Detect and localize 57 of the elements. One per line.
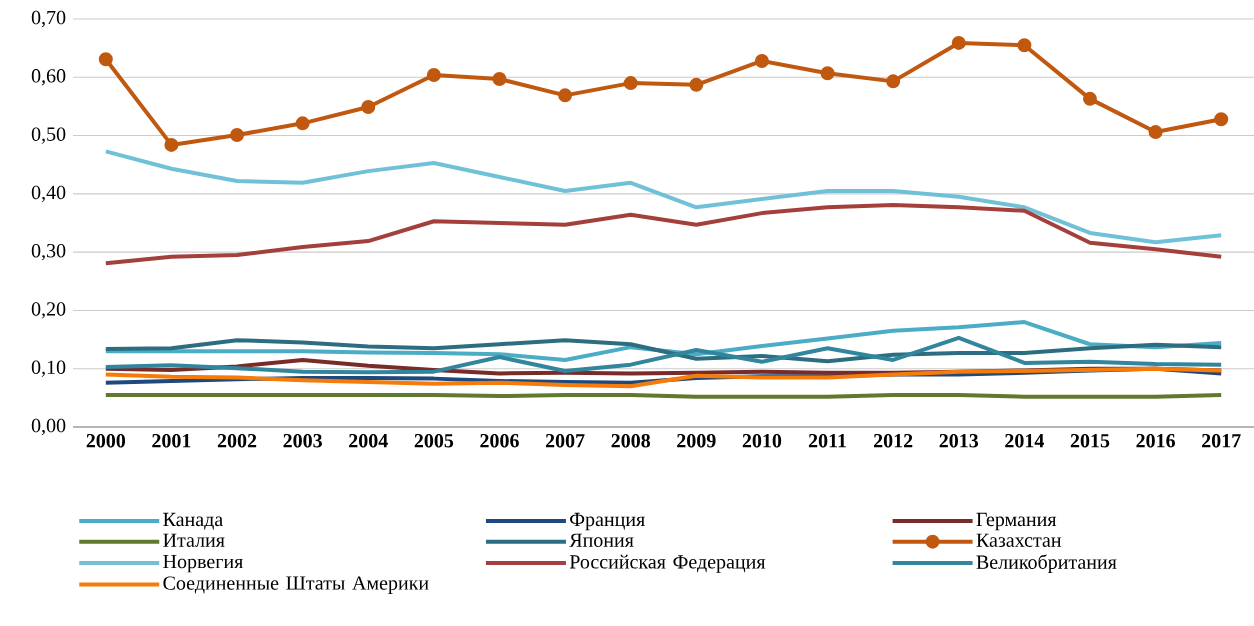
legend-label: Канада: [163, 512, 223, 530]
legend-label: Италия: [163, 533, 225, 547]
legend-label: Великобритания: [976, 554, 1117, 573]
y-tick-label: 0,10: [31, 360, 66, 377]
x-tick-label: 2012: [873, 433, 913, 448]
x-tick-label: 2008: [611, 433, 651, 448]
point: [361, 100, 376, 115]
legend-label: Соединенные Штаты Америки: [163, 576, 429, 594]
y-tick-label: 0,20: [31, 302, 66, 319]
point: [886, 74, 901, 89]
y-tick-label: 0,70: [31, 10, 66, 28]
x-tick-label: 2017: [1202, 433, 1241, 448]
y-tick-label: 0,50: [31, 127, 66, 144]
legend-label: Норвегия: [163, 555, 243, 573]
y-tick-label: 0,00: [31, 418, 66, 436]
point: [1148, 125, 1163, 140]
point: [295, 116, 310, 131]
x-tick-label: 2007: [545, 433, 585, 448]
point: [1214, 112, 1229, 127]
point: [951, 35, 966, 50]
point: [754, 53, 769, 68]
point: [492, 72, 507, 87]
x-tick-label: 2000: [86, 433, 126, 448]
point: [689, 77, 704, 92]
x-tick-label: 2006: [480, 433, 519, 448]
x-tick-label: 2010: [742, 433, 782, 448]
point: [426, 67, 441, 82]
x-tick-label: 2016: [1136, 433, 1175, 448]
point: [1017, 38, 1032, 53]
line-series: [103, 335, 1224, 375]
point: [623, 76, 638, 91]
x-tick-label: 2004: [349, 433, 388, 448]
x-tick-label: 2002: [217, 433, 257, 448]
point: [164, 137, 179, 152]
x-tick-label: 2015: [1070, 433, 1110, 448]
legend-label: Франция: [570, 512, 645, 531]
x-tick-label: 2003: [283, 433, 322, 448]
x-tick-label: 2011: [808, 433, 846, 448]
legend-label: Российская Федерация: [569, 554, 766, 573]
legend-label: Германия: [976, 512, 1057, 531]
y-tick-label: 0,40: [31, 185, 66, 203]
y-tick-label: 0,30: [31, 243, 66, 261]
point: [820, 66, 835, 81]
legend-label: Казахстан: [976, 533, 1062, 547]
x-tick-label: 2001: [152, 433, 191, 448]
point: [230, 127, 245, 142]
line-series: [103, 202, 1224, 266]
point: [558, 88, 573, 103]
legend-label: Япония: [569, 533, 634, 547]
y-tick-label: 0,60: [31, 69, 66, 86]
x-tick-label: 2014: [1005, 433, 1044, 448]
x-tick-label: 2009: [677, 433, 716, 448]
line-series: [103, 338, 1224, 364]
x-tick-label: 2005: [414, 433, 454, 448]
point: [98, 52, 113, 67]
point: [1082, 91, 1097, 106]
x-tick-label: 2013: [939, 433, 979, 448]
